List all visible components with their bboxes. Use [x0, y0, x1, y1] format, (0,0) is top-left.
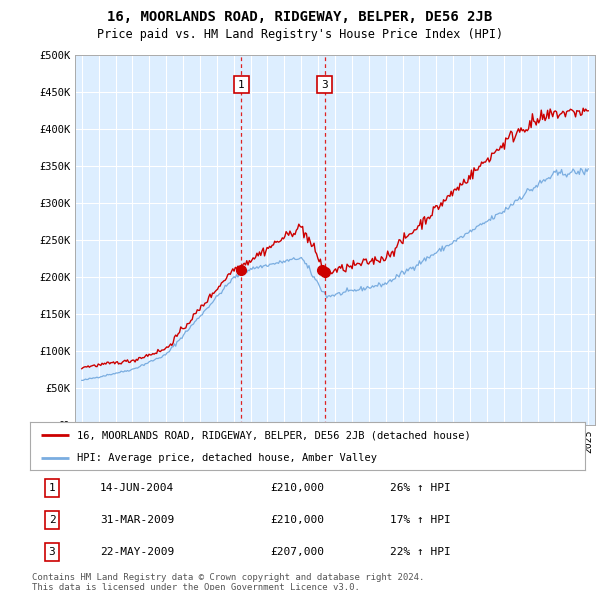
Text: 16, MOORLANDS ROAD, RIDGEWAY, BELPER, DE56 2JB (detached house): 16, MOORLANDS ROAD, RIDGEWAY, BELPER, DE…	[77, 431, 471, 441]
Text: £210,000: £210,000	[270, 515, 324, 525]
Text: 16, MOORLANDS ROAD, RIDGEWAY, BELPER, DE56 2JB: 16, MOORLANDS ROAD, RIDGEWAY, BELPER, DE…	[107, 10, 493, 24]
Text: 14-JUN-2004: 14-JUN-2004	[100, 483, 174, 493]
Text: 1: 1	[49, 483, 55, 493]
Text: 26% ↑ HPI: 26% ↑ HPI	[390, 483, 451, 493]
Text: 17% ↑ HPI: 17% ↑ HPI	[390, 515, 451, 525]
Text: £207,000: £207,000	[270, 547, 324, 557]
Text: 22-MAY-2009: 22-MAY-2009	[100, 547, 174, 557]
Text: HPI: Average price, detached house, Amber Valley: HPI: Average price, detached house, Ambe…	[77, 453, 377, 463]
Text: 1: 1	[238, 80, 245, 90]
Text: 22% ↑ HPI: 22% ↑ HPI	[390, 547, 451, 557]
Text: Price paid vs. HM Land Registry's House Price Index (HPI): Price paid vs. HM Land Registry's House …	[97, 28, 503, 41]
Text: 3: 3	[321, 80, 328, 90]
Text: 3: 3	[49, 547, 55, 557]
Text: 31-MAR-2009: 31-MAR-2009	[100, 515, 174, 525]
Text: 2: 2	[49, 515, 55, 525]
Text: £210,000: £210,000	[270, 483, 324, 493]
Text: Contains HM Land Registry data © Crown copyright and database right 2024.: Contains HM Land Registry data © Crown c…	[32, 573, 424, 582]
Text: This data is licensed under the Open Government Licence v3.0.: This data is licensed under the Open Gov…	[32, 583, 360, 590]
